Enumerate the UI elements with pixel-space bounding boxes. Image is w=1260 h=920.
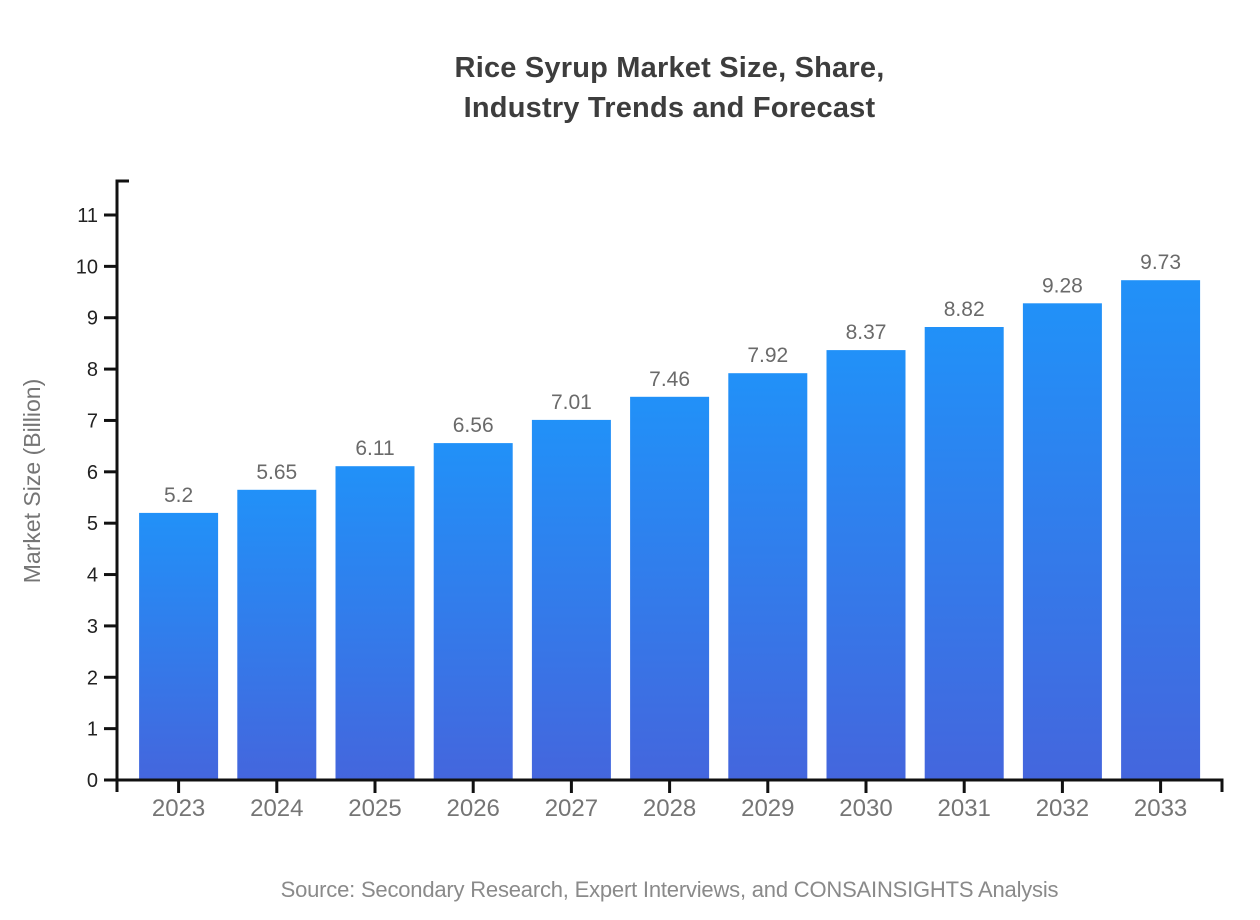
source-caption: Source: Secondary Research, Expert Inter… — [280, 877, 1059, 902]
y-tick-label: 2 — [87, 667, 98, 689]
bar-value-label: 5.2 — [164, 484, 193, 507]
bar-value-label: 6.11 — [355, 437, 394, 460]
y-tick-label: 7 — [87, 410, 98, 432]
chart-title-line-2: Industry Trends and Forecast — [463, 92, 876, 124]
y-tick-label: 11 — [77, 205, 98, 227]
bar-value-label: 9.28 — [1042, 274, 1083, 297]
bar — [139, 512, 219, 780]
x-tick-label: 2033 — [1134, 795, 1187, 822]
y-tick-label: 8 — [87, 359, 98, 381]
y-tick-label: 4 — [87, 565, 98, 587]
x-tick-label: 2028 — [643, 795, 696, 822]
bar-value-label: 7.01 — [551, 391, 592, 414]
bar-value-label: 5.65 — [256, 461, 297, 484]
x-tick-label: 2029 — [741, 795, 794, 822]
bar — [924, 327, 1004, 780]
y-tick-label: 9 — [87, 308, 98, 330]
bar — [728, 373, 808, 780]
bar-value-label: 8.82 — [944, 298, 985, 321]
x-tick-label: 2026 — [447, 795, 500, 822]
x-tick-label: 2024 — [250, 795, 303, 822]
y-tick-label: 10 — [76, 256, 98, 278]
bar-value-label: 7.46 — [649, 368, 690, 391]
bar — [826, 350, 906, 780]
y-tick-label: 5 — [87, 513, 98, 535]
x-tick-label: 2032 — [1036, 795, 1089, 822]
bar-value-label: 6.56 — [453, 414, 494, 437]
bar — [531, 419, 611, 780]
x-tick-label: 2025 — [348, 795, 401, 822]
bar-value-label: 9.73 — [1140, 251, 1181, 274]
bar — [335, 466, 415, 780]
x-tick-label: 2031 — [938, 795, 991, 822]
bar — [1022, 303, 1102, 780]
x-axis-line — [117, 778, 1224, 792]
chart-title-line-1: Rice Syrup Market Size, Share, — [454, 52, 885, 84]
y-tick-label: 0 — [87, 770, 98, 792]
y-tick-label: 6 — [87, 462, 98, 484]
bar-value-label: 8.37 — [846, 321, 887, 344]
y-tick-label: 1 — [87, 719, 98, 741]
bar — [630, 396, 710, 780]
bar-value-label: 7.92 — [747, 344, 788, 367]
bar — [433, 443, 513, 780]
x-tick-label: 2030 — [839, 795, 892, 822]
bar — [237, 489, 317, 780]
chart-title: Rice Syrup Market Size, Share, Industry … — [117, 48, 1222, 128]
y-tick-label: 3 — [87, 616, 98, 638]
y-axis-line — [115, 179, 129, 792]
bar — [1121, 280, 1201, 780]
x-tick-label: 2027 — [545, 795, 598, 822]
x-tick-label: 2023 — [152, 795, 205, 822]
